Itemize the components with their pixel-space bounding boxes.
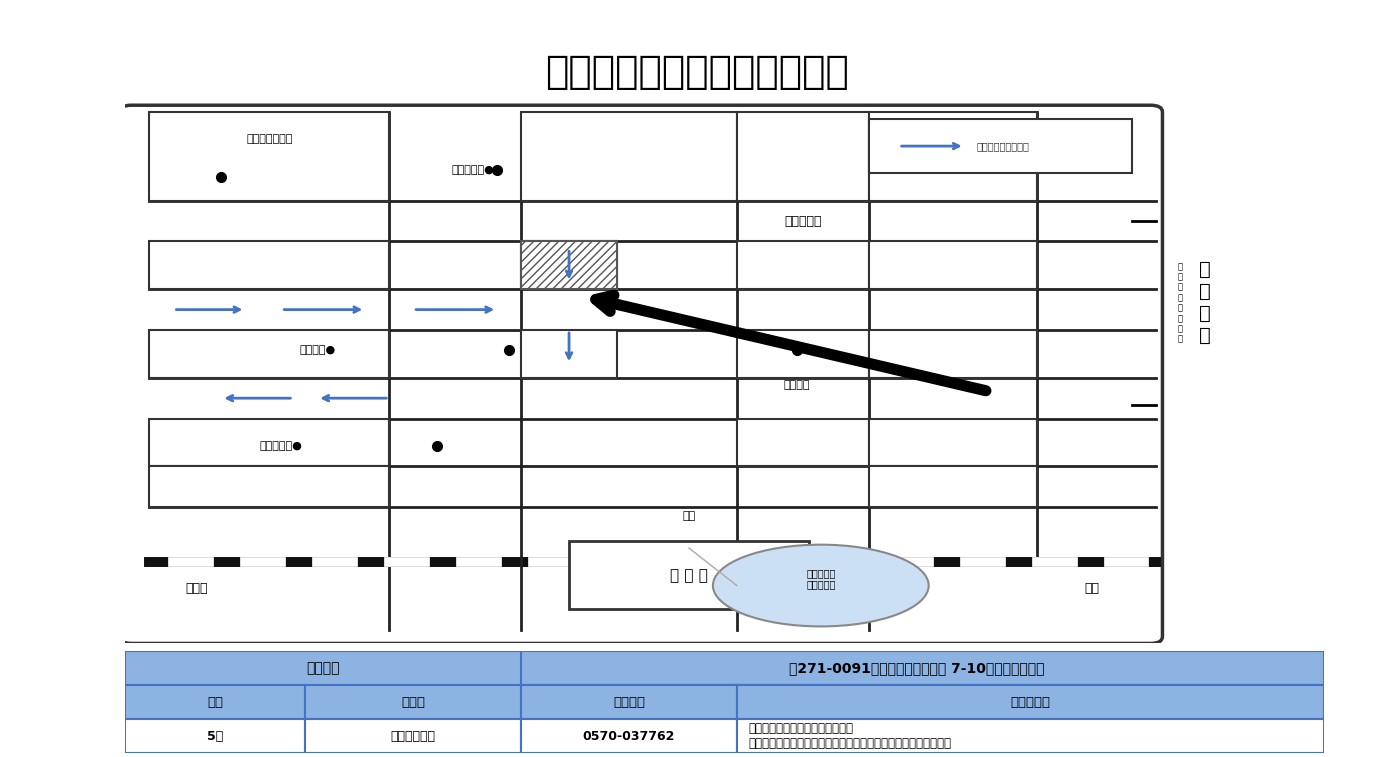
Text: コンビニ: コンビニ	[783, 379, 810, 390]
Text: 市民ホール●: 市民ホール●	[452, 165, 495, 175]
Bar	[125, 685, 1324, 719]
Bar	[149, 330, 389, 378]
Text: 国民生活事業: 国民生活事業	[390, 730, 436, 743]
Bar	[737, 419, 868, 466]
Text: 至上野: 至上野	[185, 582, 208, 596]
Text: は、一方通行を示す: は、一方通行を示す	[977, 141, 1030, 151]
Text: 階数: 階数	[208, 696, 223, 709]
Text: 〒271-0091　千葉県松戸市本町 7-10　ちばぎんビル: 〒271-0091 千葉県松戸市本町 7-10 ちばぎんビル	[789, 661, 1044, 675]
Bar	[125, 651, 521, 685]
Bar	[521, 330, 618, 378]
Bar	[149, 241, 389, 289]
Text: みずほ銀行●: みずほ銀行●	[259, 441, 302, 451]
Ellipse shape	[712, 545, 928, 627]
Text: 松戸駅西口
地下駐車場: 松戸駅西口 地下駐車場	[806, 568, 835, 590]
Bar	[149, 466, 389, 507]
Bar	[125, 685, 305, 719]
Bar	[737, 685, 1324, 719]
Text: ご対象の方: ご対象の方	[1011, 696, 1051, 709]
Text: 5階: 5階	[208, 730, 223, 743]
Bar	[868, 119, 1132, 173]
Bar	[868, 241, 1037, 289]
Text: 個人企業・小企業・創業予定の方: 個人企業・小企業・創業予定の方	[749, 722, 855, 735]
Bar	[521, 241, 618, 289]
Bar	[737, 112, 868, 201]
Text: 松戸商工会議所: 松戸商工会議所	[247, 134, 293, 145]
Bar	[521, 241, 618, 289]
Text: 教育ローンをご希望の方、恩給・共済年金担保融資をご希望の方: 教育ローンをご希望の方、恩給・共済年金担保融資をご希望の方	[749, 737, 952, 750]
Text: ち
ば
ぎ
ん
ビ
ル
５
Ｆ: ち ば ぎ ん ビ ル ５ Ｆ	[1178, 262, 1184, 344]
FancyBboxPatch shape	[120, 105, 1163, 643]
Text: コンビニ●: コンビニ●	[300, 345, 336, 356]
Bar	[868, 419, 1037, 466]
Bar	[305, 719, 521, 753]
Bar	[521, 719, 737, 753]
Bar	[521, 112, 737, 201]
Bar	[125, 719, 305, 753]
Bar	[737, 241, 868, 289]
Text: 松 戸 駅: 松 戸 駅	[671, 568, 708, 583]
Text: 松戸支店: 松戸支店	[307, 661, 340, 675]
Bar	[125, 651, 1324, 685]
Bar	[521, 685, 737, 719]
Bar	[868, 466, 1037, 507]
Bar	[737, 330, 868, 378]
Bar	[149, 419, 389, 466]
Bar	[305, 685, 521, 719]
Bar	[569, 541, 809, 609]
Text: 旧水戸街道: 旧水戸街道	[785, 214, 822, 228]
Text: 日本政策金融公庫　松戸支店: 日本政策金融公庫 松戸支店	[545, 53, 849, 91]
Text: 事業名: 事業名	[401, 696, 425, 709]
Bar	[149, 112, 389, 201]
Text: 西口: 西口	[682, 511, 696, 521]
Text: 松
戸
支
店: 松 戸 支 店	[1199, 260, 1210, 345]
Text: 至柏: 至柏	[1085, 582, 1100, 596]
Bar	[868, 112, 1037, 201]
Text: 0570-037762: 0570-037762	[583, 730, 675, 743]
Bar	[737, 719, 1324, 753]
Bar	[868, 330, 1037, 378]
Bar	[125, 719, 1324, 753]
Text: 電話番号: 電話番号	[613, 696, 645, 709]
